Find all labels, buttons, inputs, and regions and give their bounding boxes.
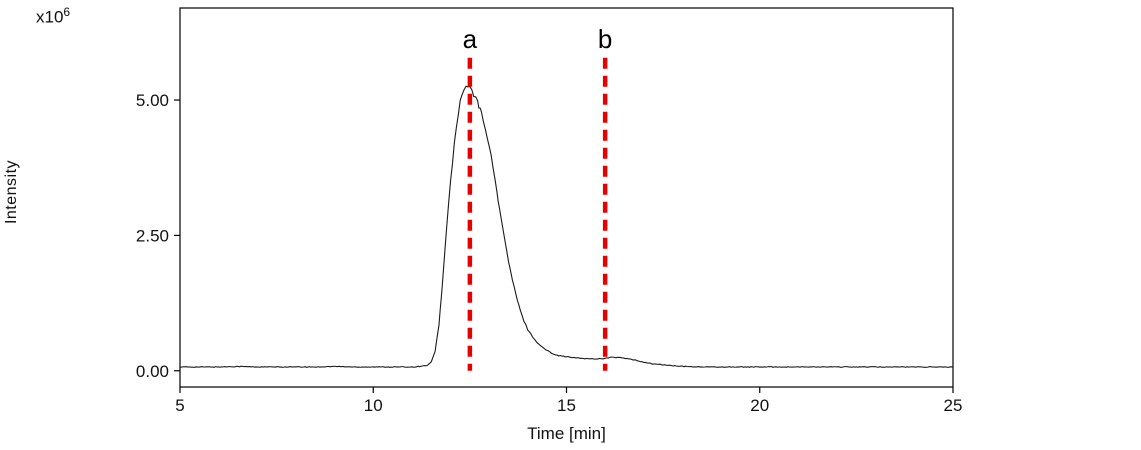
svg-text:10: 10 — [364, 396, 383, 415]
svg-text:25: 25 — [944, 396, 963, 415]
svg-text:b: b — [598, 24, 612, 54]
svg-text:0.00: 0.00 — [136, 362, 169, 381]
svg-text:15: 15 — [557, 396, 576, 415]
svg-text:5: 5 — [175, 396, 184, 415]
y-scale-base: x10 — [36, 7, 64, 27]
x-axis-label: Time [min] — [527, 424, 606, 443]
svg-text:20: 20 — [750, 396, 769, 415]
svg-text:2.50: 2.50 — [136, 226, 169, 245]
y-axis-label: Intensity — [3, 159, 20, 225]
y-scale-label: x106 — [36, 5, 70, 28]
y-scale-exponent: 6 — [63, 5, 71, 19]
svg-text:5.00: 5.00 — [136, 91, 169, 110]
svg-text:a: a — [463, 24, 478, 54]
